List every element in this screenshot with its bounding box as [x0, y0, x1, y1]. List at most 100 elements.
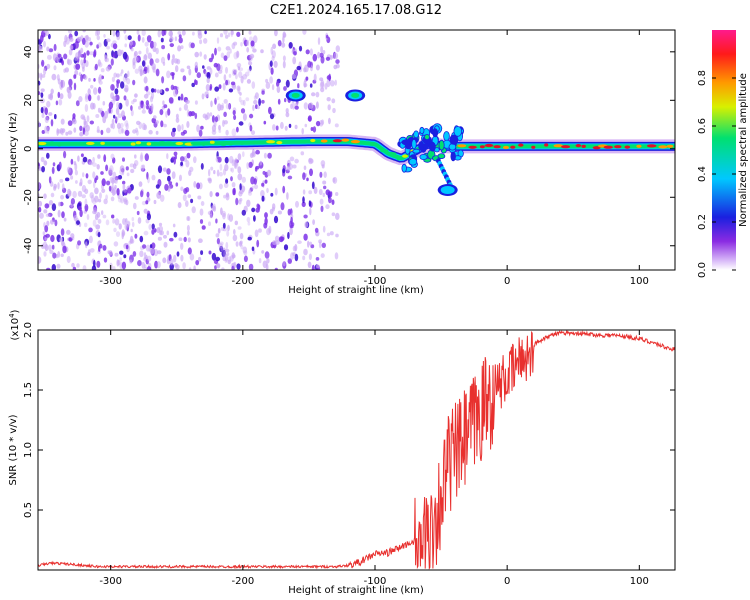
spectrogram-speckle: [99, 243, 103, 249]
spectrogram-speckle: [89, 192, 94, 199]
spectrogram-speckle: [183, 236, 187, 242]
spectrogram-x-ticks: -300 -200 -100 0 100: [99, 30, 649, 287]
ridge-core-blob: [48, 141, 55, 145]
spectrogram-speckle: [303, 102, 308, 110]
spectrogram-speckle: [216, 63, 221, 71]
spectrogram-speckle: [169, 43, 174, 48]
spectrogram-speckle: [232, 110, 236, 116]
spectrogram-speckle: [103, 257, 108, 263]
spectrogram-speckle: [136, 210, 140, 216]
spectrogram-speckle: [82, 265, 87, 270]
spectrogram-speckle: [110, 153, 115, 160]
spectrogram-speckle: [61, 128, 66, 134]
spectrogram-speckle: [93, 49, 97, 57]
spectrogram-speckle: [320, 87, 325, 93]
spectrogram-speckle: [153, 115, 157, 119]
spectrogram-speckle: [194, 100, 198, 105]
spectrogram-speckle: [249, 113, 254, 119]
spectrogram-speckle: [102, 115, 107, 124]
spectrogram-speckle: [309, 48, 313, 56]
spectrogram-speckle: [250, 130, 256, 136]
spectrogram-speckle: [100, 129, 104, 136]
svg-text:(x104): (x104): [8, 309, 21, 340]
spectrogram-speckle: [261, 195, 265, 202]
spectrogram-speckle: [297, 83, 300, 89]
ridge-core-blob: [175, 141, 184, 146]
spectrogram-speckle: [74, 69, 79, 76]
spectrogram-speckle: [112, 52, 116, 59]
spectrogram-speckle: [156, 191, 162, 199]
colorbar-tick-label: 0.4: [697, 166, 708, 182]
spectrogram-speckle: [248, 189, 252, 194]
spectrogram-speckle: [194, 112, 198, 120]
spectrogram-speckle: [84, 104, 89, 112]
spectrogram-speckle: [218, 228, 221, 234]
spectrogram-speckle: [48, 48, 54, 53]
spectrogram-speckle: [219, 245, 224, 253]
colorbar: 0.0 0.2 0.4 0.6 0.8 Normalized spectral ampl…: [697, 30, 749, 278]
spectrogram-speckle: [225, 129, 229, 136]
spectrogram-speckle: [234, 69, 238, 73]
spectrogram-speckle: [96, 129, 101, 134]
spectrogram-speckle: [118, 223, 122, 230]
spectrogram-speckle: [291, 102, 295, 110]
spectrogram-speckle: [151, 174, 156, 181]
spectrogram-speckle: [319, 81, 325, 89]
spectrogram-speckle: [121, 232, 124, 240]
spectrogram-speckle: [154, 228, 157, 233]
spectrogram-speckle: [274, 187, 278, 196]
spectrogram-speckle: [174, 262, 179, 268]
spectrogram-speckle: [213, 170, 216, 175]
spectrogram-speckle: [287, 231, 290, 240]
spectrogram-speckle: [253, 215, 256, 222]
snr-panel: -300 -200 -100 0 100 0.5 1.0 1.5 2.0 Height of …: [8, 309, 676, 596]
spectrogram-speckle: [301, 201, 306, 208]
spectrogram-speckle: [292, 252, 296, 257]
spectrogram-speckle: [208, 178, 212, 184]
spectrogram-speckle: [132, 57, 136, 66]
snr-x-tick-label: 100: [630, 576, 649, 587]
spectrogram-speckle: [60, 253, 64, 258]
spectrogram-speckle: [115, 116, 118, 124]
spectrogram-speckle: [133, 202, 137, 210]
spectrogram-speckle: [180, 45, 184, 50]
spectrogram-speckle: [43, 193, 47, 199]
spectrogram-speckle: [51, 244, 55, 250]
spectrogram-speckle: [97, 42, 102, 48]
spectrogram-speckle: [38, 121, 41, 128]
spectrogram-speckle: [170, 30, 173, 39]
spectrogram-speckle: [108, 185, 112, 192]
spectrogram-speckle: [141, 109, 146, 114]
spectrogram-speckle: [181, 30, 186, 36]
spectrogram-speckle: [302, 30, 307, 35]
spectrogram-speckle: [219, 163, 223, 171]
scatter-blob: [418, 141, 425, 151]
spectrogram-speckle: [186, 152, 191, 159]
ridge-core-blob: [109, 142, 118, 146]
spectrogram-speckle: [162, 257, 167, 264]
spectrogram-speckle: [310, 127, 314, 131]
spectrogram-speckle: [302, 196, 305, 204]
spectrogram-speckle: [110, 196, 115, 202]
spectrogram-speckle: [242, 246, 248, 254]
spectrogram-speckle: [294, 244, 298, 252]
scatter-blob: [438, 139, 445, 151]
spectrogram-speckle: [127, 187, 132, 194]
spectrogram-speckle: [146, 67, 149, 73]
spectrogram-speckle: [196, 72, 201, 79]
spectrogram-speckle: [142, 164, 146, 170]
spectrogram-speckle: [293, 51, 297, 56]
spectrogram-speckle: [84, 188, 89, 195]
spectrogram-speckle: [328, 73, 332, 82]
spectrogram-speckle: [54, 219, 58, 227]
spectrogram-speckle: [98, 74, 103, 82]
spectrogram-speckle: [226, 230, 230, 237]
spectrogram-speckle: [44, 116, 49, 124]
spectrogram-speckle: [335, 45, 340, 53]
spectrogram-speckle: [57, 53, 62, 58]
spectrogram-speckle: [39, 72, 43, 81]
spectrogram-speckle: [150, 103, 154, 112]
spectrogram-speckle: [307, 115, 312, 122]
spectrogram-speckle: [101, 110, 105, 118]
spectrogram-speckle: [48, 200, 54, 206]
